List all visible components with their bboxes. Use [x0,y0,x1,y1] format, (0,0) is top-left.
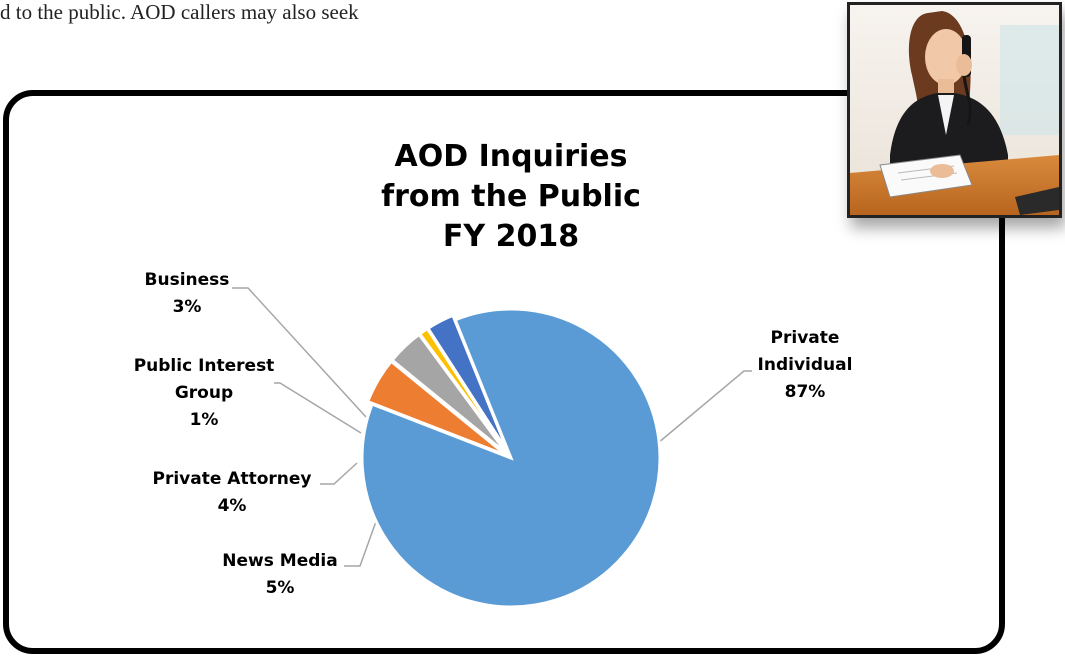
leader-line [344,515,379,567]
slice-percent-label: 1% [190,410,219,430]
slice-category-label: News Media [222,551,337,571]
slice-percent-label: 3% [173,297,202,317]
slice-category-label: Public Interest [134,356,275,376]
pie-slice [360,307,662,609]
photo-illustration [850,5,1059,215]
slice-category-label: Group [175,383,233,403]
woman-on-phone-photo [847,2,1062,218]
slice-category-label: Individual [758,355,853,375]
body-text: d to the public. AOD callers may also se… [0,0,359,24]
pie-slice [425,313,511,455]
slice-labels: Private Individual 87% News Media 5% Private … [134,270,853,598]
slice-category-label: Business [145,270,230,290]
leader-line [320,462,358,485]
pie-slices [360,307,662,609]
chart-title: AOD Inquiries from the Public FY 2018 [381,139,641,254]
slice-category-label: Private Attorney [153,469,312,489]
leader-line [274,382,362,434]
slice-percent-label: 5% [266,578,295,598]
slice-percent-label: 87% [785,382,826,402]
chart-title-line: from the Public [381,179,641,214]
leader-lines [232,287,752,567]
slice-percent-label: 4% [218,496,247,516]
chart-title-line: FY 2018 [443,219,579,254]
leader-line [232,287,367,418]
leader-line [657,370,752,444]
chart-title-line: AOD Inquiries [395,139,628,174]
slice-category-label: Private [771,328,840,348]
